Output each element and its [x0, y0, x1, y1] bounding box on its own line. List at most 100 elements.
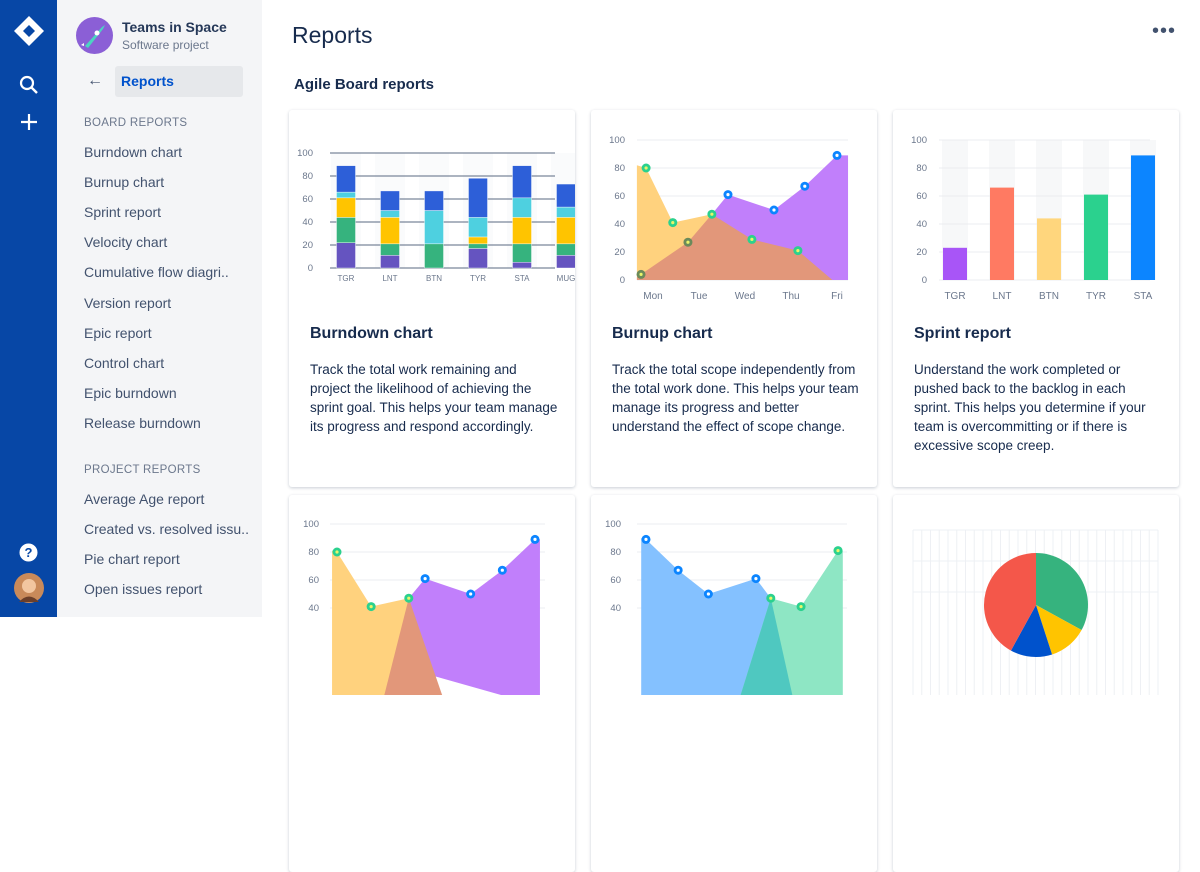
bar-segment [512, 165, 532, 199]
data-point-center [710, 212, 714, 216]
bar-segment [556, 217, 575, 245]
y-tick-label: 40 [308, 603, 319, 614]
y-tick-label: 60 [610, 575, 621, 586]
global-nav: ? [0, 0, 57, 617]
report-card-sprint[interactable]: 0 20 40 60 80 100 TGR LNT BTN TYR STA Sprint repor… [893, 110, 1179, 487]
data-point-center [676, 568, 680, 572]
data-point-center [335, 550, 339, 554]
x-tick-label: Thu [782, 291, 799, 302]
sidebar-item[interactable]: Cumulative flow diagri.. [84, 264, 229, 281]
data-point-center [639, 272, 643, 276]
y-tick-label: 60 [916, 191, 927, 202]
more-actions-button[interactable]: ••• [1152, 20, 1177, 42]
sidebar-item[interactable]: Velocity chart [84, 234, 168, 251]
sidebar-item[interactable]: Control chart [84, 354, 165, 371]
report-card-velocity[interactable]: 40 60 80 100 [289, 495, 575, 872]
y-tick-label: 60 [302, 194, 313, 205]
y-tick-label: 20 [302, 240, 313, 251]
data-point-center [644, 166, 648, 170]
bar-segment [468, 217, 488, 238]
card-description: Track the total scope independently from… [612, 362, 859, 434]
bar-segment [424, 190, 444, 211]
sidebar-item[interactable]: Open issues report [84, 581, 203, 598]
bar-segment [380, 243, 400, 256]
bar-segment [468, 236, 488, 245]
bar [1131, 155, 1155, 280]
data-point-center [671, 221, 675, 225]
bar-segment [512, 243, 532, 263]
data-point-center [769, 596, 773, 600]
section-heading: Agile Board reports [294, 76, 435, 93]
bar-segment [468, 243, 488, 249]
y-tick-label: 80 [916, 163, 927, 174]
sidebar-item[interactable]: Created vs. resolved issu.. [84, 521, 249, 538]
sidebar-current-reports[interactable]: Reports [115, 66, 243, 97]
user-avatar[interactable] [0, 573, 57, 603]
bar-segment [512, 197, 532, 218]
y-tick-label: 80 [308, 547, 319, 558]
bar-segment [380, 210, 400, 218]
y-tick-label: 80 [614, 163, 625, 174]
x-tick-label: LNT [382, 274, 397, 283]
data-point-center [706, 592, 710, 596]
y-tick-label: 100 [303, 519, 319, 530]
burnup-chart: 0 20 40 60 80 100 Mon Tue Wed Thu Fri [609, 135, 849, 302]
help-icon[interactable]: ? [0, 543, 57, 562]
data-point-center [799, 605, 803, 609]
plus-icon[interactable] [0, 112, 57, 132]
x-tick-label: TYR [470, 274, 486, 283]
pie-chart [912, 529, 1159, 695]
area-chart: 40 60 80 100 [303, 519, 545, 695]
bar-segment [512, 262, 532, 269]
data-point-center [726, 193, 730, 197]
bar-segment [336, 242, 356, 269]
data-point-center [772, 208, 776, 212]
sidebar-item[interactable]: Epic report [84, 324, 152, 341]
x-tick-label: BTN [1039, 291, 1059, 302]
data-point-center [369, 605, 373, 609]
bar-segment [468, 178, 488, 218]
bar-segment [556, 243, 575, 256]
bar [1084, 194, 1108, 280]
x-tick-label: TGR [944, 291, 965, 302]
y-tick-label: 100 [911, 135, 927, 146]
bar [990, 187, 1014, 280]
back-arrow-icon[interactable]: ← [87, 72, 103, 89]
area-series [636, 214, 833, 280]
report-card-cumulative[interactable]: 40 60 80 100 [591, 495, 877, 872]
bar-segment [556, 255, 575, 269]
data-point-center [796, 249, 800, 253]
y-tick-label: 20 [614, 247, 625, 258]
sidebar-item[interactable]: Version report [84, 294, 172, 311]
bar [943, 247, 967, 280]
bar-segment [556, 206, 575, 218]
sidebar-item[interactable]: Release burndown [84, 414, 201, 431]
search-icon[interactable] [0, 75, 57, 95]
sidebar-item[interactable]: Average Age report [84, 491, 205, 507]
y-tick-label: 80 [302, 171, 313, 182]
svg-text:?: ? [25, 545, 33, 560]
data-point-center [423, 577, 427, 581]
x-tick-label: STA [1134, 291, 1153, 302]
sidebar-item[interactable]: Burnup chart [84, 174, 165, 191]
sidebar-item[interactable]: Burndown chart [84, 144, 183, 160]
sidebar-item[interactable]: Epic burndown [84, 384, 177, 401]
burndown-chart: 0 20 40 60 80 100 TGR LNT BTN TYR STA MUG [297, 148, 575, 283]
card-title: Burnup chart [612, 325, 713, 342]
data-point-center [533, 537, 537, 541]
data-point-center [500, 568, 504, 572]
bar-segment [556, 183, 575, 208]
bar-segment [380, 255, 400, 269]
report-card-pie[interactable] [893, 495, 1179, 872]
data-point-center [750, 237, 754, 241]
y-tick-label: 0 [922, 275, 927, 286]
data-point-center [835, 153, 839, 157]
y-tick-label: 100 [609, 135, 625, 146]
project-sidebar: Teams in Space Software project ← Report… [57, 0, 262, 617]
report-card-burndown[interactable]: 0 20 40 60 80 100 TGR LNT BTN TYR STA MUG Burndown … [289, 110, 575, 487]
report-card-burnup[interactable]: 0 20 40 60 80 100 Mon Tue Wed Thu Fri Burnup chart… [591, 110, 877, 487]
sidebar-item[interactable]: Sprint report [84, 204, 162, 221]
jira-logo-icon[interactable] [0, 15, 57, 47]
sidebar-item[interactable]: Pie chart report [84, 551, 180, 568]
y-tick-label: 80 [610, 547, 621, 558]
